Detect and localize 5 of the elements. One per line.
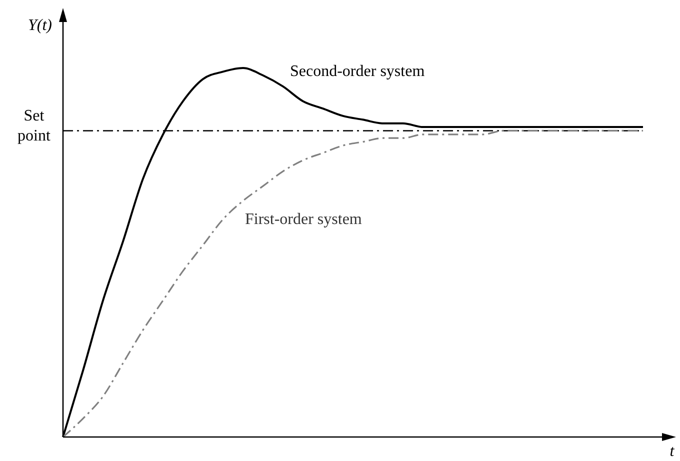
y-axis-title: Y(t) (28, 17, 52, 34)
ref-line-label: Set point (18, 108, 51, 145)
x-axis-title: t (670, 443, 675, 460)
series-label: Second-order system (290, 63, 426, 80)
series-label: First-order system (245, 211, 362, 228)
